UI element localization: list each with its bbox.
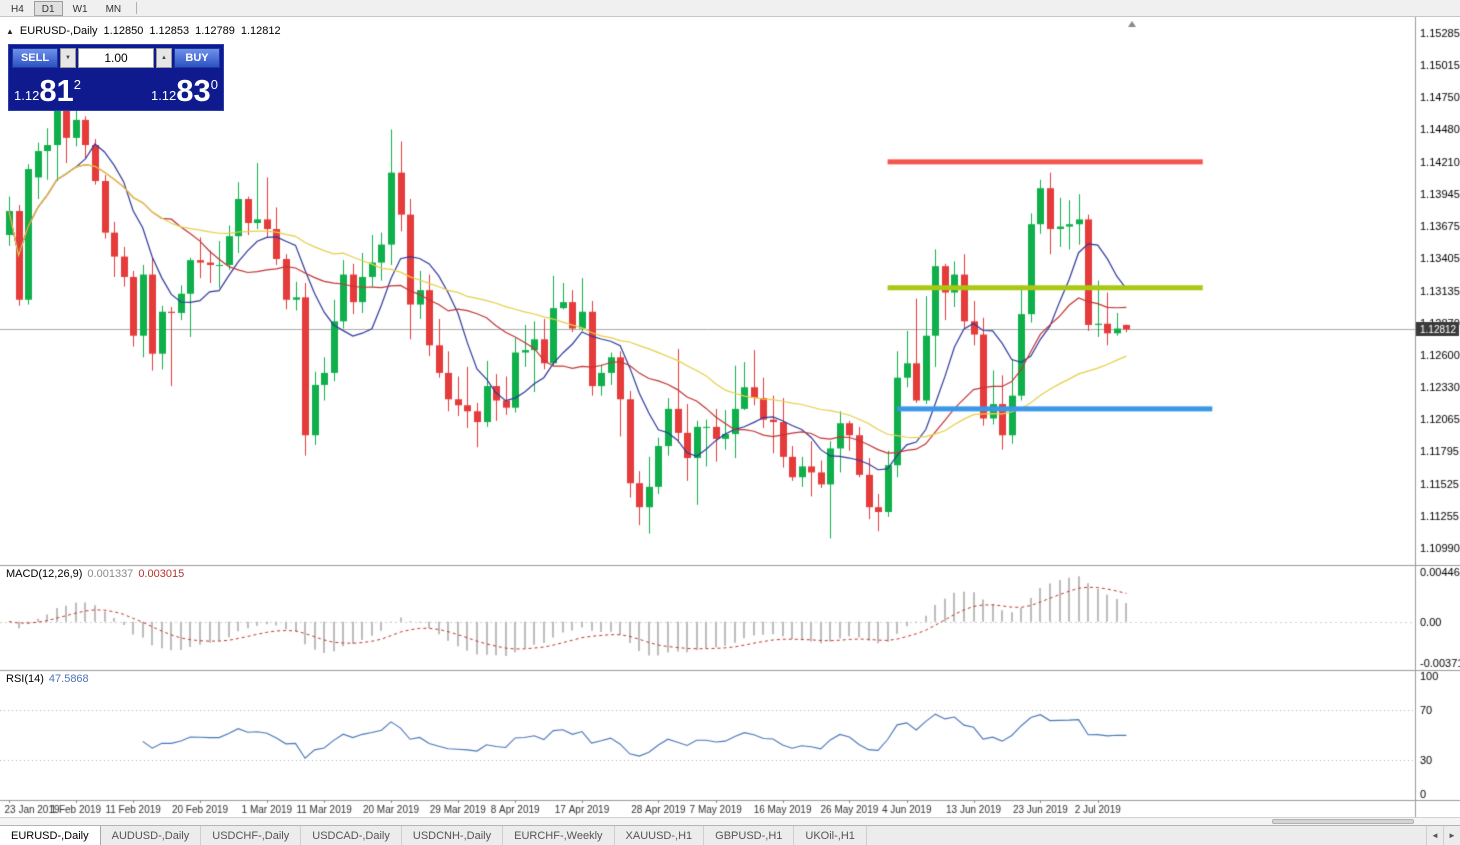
tab-scroll-right-button[interactable]: ► <box>1443 826 1460 845</box>
rsi-value: 47.5868 <box>48 673 89 685</box>
chart-horizontal-scrollbar[interactable] <box>0 817 1460 825</box>
chart-area: ▲ EURUSD-,Daily 1.12850 1.12853 1.12789 … <box>0 17 1460 817</box>
chart-tab-bar: EURUSD-,Daily AUDUSD-,Daily USDCHF-,Dail… <box>0 825 1460 845</box>
timeframe-button-d1[interactable]: D1 <box>33 0 63 16</box>
ohlc-low: 1.12789 <box>195 25 235 37</box>
timeframe-button-mn[interactable]: MN <box>105 3 122 15</box>
tab-eurusd-daily[interactable]: EURUSD-,Daily <box>0 826 101 845</box>
sell-button[interactable]: SELL <box>12 48 58 68</box>
volume-increase-button[interactable]: ▲ <box>156 48 172 68</box>
timeframe-button-w1[interactable]: W1 <box>72 3 88 15</box>
tab-scroll-right-icon: ► <box>1448 831 1456 840</box>
tab-ukoil-h1[interactable]: UKOil-,H1 <box>794 826 867 845</box>
buy-price-big: 83 <box>176 73 211 108</box>
tab-gbpusd-h1[interactable]: GBPUSD-,H1 <box>704 826 795 845</box>
scrollbar-thumb[interactable] <box>1272 819 1414 824</box>
tab-xauusd-h1[interactable]: XAUUSD-,H1 <box>615 826 705 845</box>
spin-up-icon: ▲ <box>161 55 167 61</box>
price-chart-canvas[interactable] <box>0 17 1460 817</box>
sell-price-big: 81 <box>39 73 74 108</box>
tab-usdcad-daily[interactable]: USDCAD-,Daily <box>301 826 402 845</box>
ohlc-close: 1.12812 <box>240 25 281 37</box>
ohlc-open: 1.12850 <box>103 25 144 37</box>
volume-decrease-button[interactable]: ▼ <box>60 48 76 68</box>
macd-name: MACD(12,26,9) <box>6 568 83 580</box>
tab-scroll-arrows: ◄ ► <box>1426 826 1460 845</box>
macd-signal-value: 0.003015 <box>138 568 185 580</box>
buy-button[interactable]: BUY <box>174 48 220 68</box>
buy-price-pip: 0 <box>210 77 218 92</box>
timeframe-button-h4[interactable]: H4 <box>11 3 24 15</box>
tab-eurchf-weekly[interactable]: EURCHF-,Weekly <box>503 826 615 845</box>
rsi-name: RSI(14) <box>6 673 44 685</box>
buy-price-display[interactable]: 1.12 83 0 <box>149 70 220 107</box>
tab-scroll-left-icon: ◄ <box>1431 831 1439 840</box>
tab-usdchf-daily[interactable]: USDCHF-,Daily <box>201 826 302 845</box>
chart-symbol-label: EURUSD-,Daily <box>19 25 98 37</box>
tab-scroll-left-button[interactable]: ◄ <box>1426 826 1443 845</box>
one-click-trading-panel: SELL ▼ ▲ BUY 1.12 81 2 1.12 83 0 <box>8 44 224 111</box>
macd-main-value: 0.001337 <box>87 568 134 580</box>
tab-audusd-daily[interactable]: AUDUSD-,Daily <box>101 826 202 845</box>
toolbar-separator <box>136 2 138 14</box>
ohlc-high: 1.12853 <box>149 25 190 37</box>
chart-marker-icon: ▲ <box>6 26 14 36</box>
chart-header: ▲ EURUSD-,Daily 1.12850 1.12853 1.12789 … <box>6 25 281 37</box>
sell-price-pip: 2 <box>73 77 82 92</box>
spin-down-icon: ▼ <box>65 55 71 61</box>
timeframe-toolbar: H4 D1 W1 MN <box>0 0 1460 17</box>
rsi-label: RSI(14) 47.5868 <box>6 673 89 685</box>
macd-label: MACD(12,26,9) 0.001337 0.003015 <box>6 568 184 580</box>
volume-input[interactable] <box>78 48 154 68</box>
sell-price-prefix: 1.12 <box>14 88 40 103</box>
tab-usdcnh-daily[interactable]: USDCNH-,Daily <box>402 826 504 845</box>
sell-price-display[interactable]: 1.12 81 2 <box>12 70 83 107</box>
buy-price-prefix: 1.12 <box>150 88 177 103</box>
